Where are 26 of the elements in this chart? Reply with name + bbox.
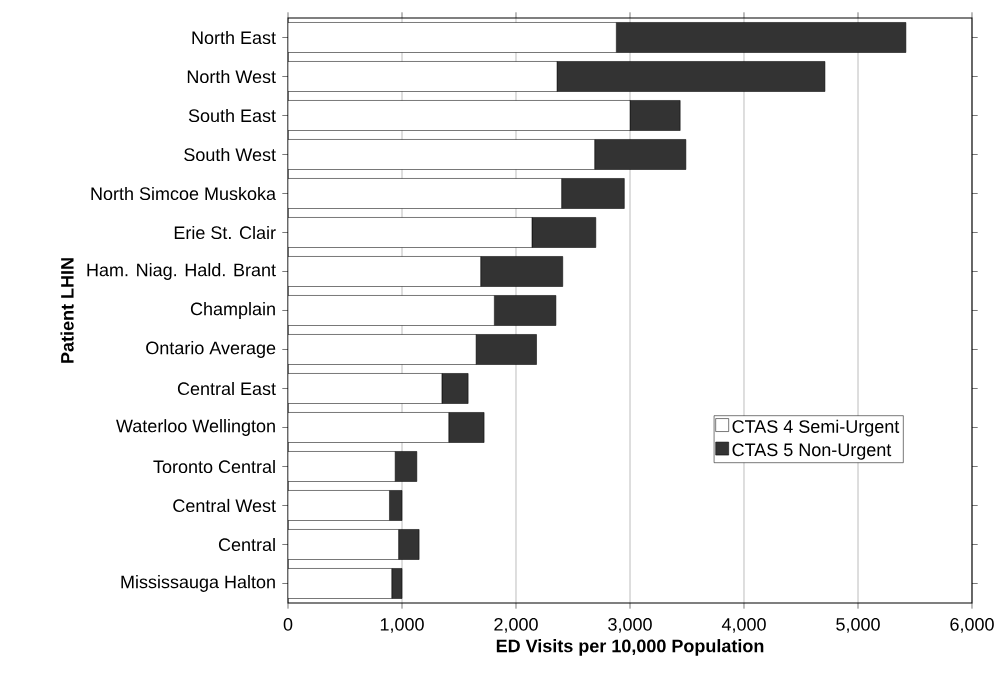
y-tick-label: Champlain	[190, 302, 275, 319]
x-tick-label: 6,000	[950, 617, 994, 633]
y-tick-label: Mississauga Halton	[121, 575, 275, 592]
y-tick-label: Erie St. Clair	[174, 225, 276, 240]
y-tick-label: South West	[184, 147, 276, 162]
x-tick-label: 1,000	[380, 617, 424, 633]
x-tick-label: 2,000	[494, 617, 538, 633]
y-tick-label: South East	[188, 108, 276, 123]
x-tick-label: 3,000	[608, 617, 652, 633]
legend-label: CTAS 4 Semi-Urgent	[732, 419, 900, 437]
y-tick-label: Ontario Average	[146, 341, 276, 358]
y-tick-label: Central East	[177, 381, 276, 396]
x-axis-title: ED Visits per 10,000 Population	[496, 639, 764, 656]
y-tick-label: Toronto Central	[153, 459, 275, 474]
y-tick-label: Ham. Niag. Hald. Brant	[87, 263, 276, 280]
y-tick-label: North Simcoe Muskoka	[91, 186, 277, 201]
x-tick-label: 4,000	[721, 617, 766, 633]
legend-label: CTAS 5 Non-Urgent	[732, 443, 892, 460]
y-tick-label: Central	[218, 537, 275, 552]
x-tick-label: 5,000	[836, 617, 880, 633]
y-tick-label: North East	[192, 30, 276, 45]
y-tick-label: Central West	[173, 498, 276, 513]
y-tick-label: Waterloo Wellington	[116, 419, 275, 436]
y-tick-label: North West	[187, 69, 276, 84]
x-tick-label: 0	[283, 617, 293, 631]
y-axis-title: Patient LHIN	[60, 258, 74, 363]
